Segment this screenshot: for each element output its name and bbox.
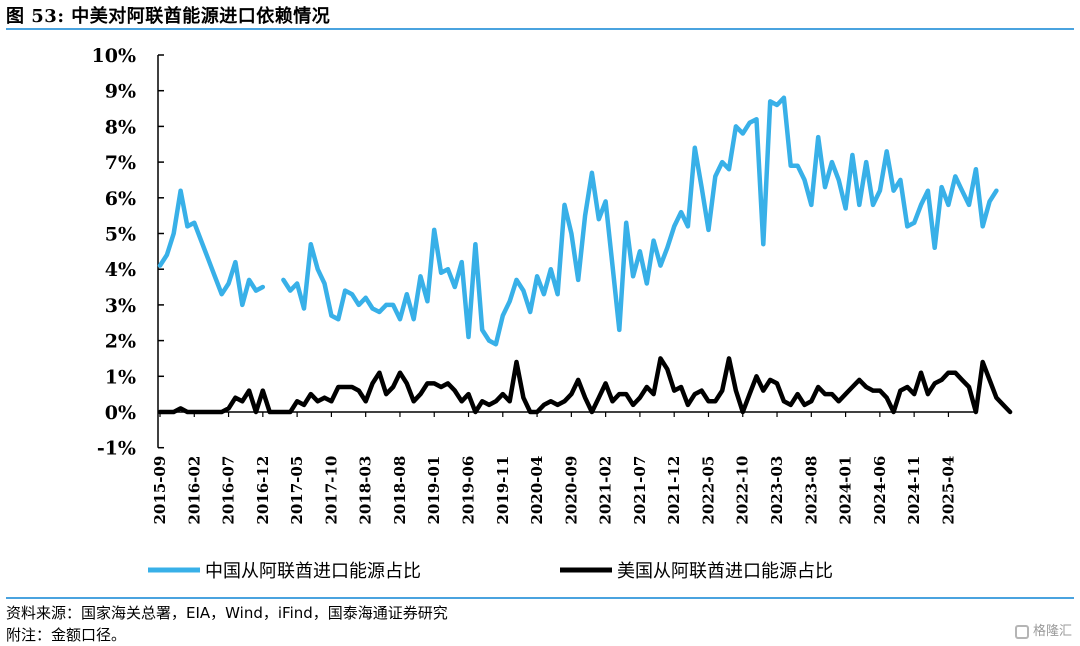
x-tick-label: 2024-01 [837,456,855,525]
x-tick-label: 2020-09 [562,456,580,525]
x-tick-label: 2015-09 [151,456,169,525]
x-tick-label: 2016-02 [185,456,203,525]
legend-label-china: 中国从阿联酋进口能源占比 [205,561,421,582]
y-tick-label: 9% [105,81,136,103]
series-line-us [157,356,1013,415]
x-tick-label: 2019-06 [460,456,478,525]
title-rule [6,28,1074,30]
chart: -1% 0% 1% 2% 3% 4% 5% 6% 7% 8% 9% 10% 2015-09 2016-02… [92,45,1013,582]
source-note: 资料来源：国家海关总署，EIA，Wind，iFind，国泰海通证券研究 [6,604,448,622]
x-tick-label: 2020-04 [528,456,546,525]
footer-rule [6,597,1074,599]
chart-lines [157,95,1013,415]
y-tick-label: 7% [105,152,136,174]
x-tick-label: 2017-10 [322,456,340,525]
footnote: 附注：金额口径。 [6,626,127,644]
y-tick-label: 10% [92,45,137,67]
x-tick-label: 2023-08 [802,456,820,525]
y-tick-label: 1% [105,366,136,388]
x-tick-label: 2024-06 [871,456,889,525]
chart-legend: 中国从阿联酋进口能源占比 美国从阿联酋进口能源占比 [148,561,833,582]
chart-axes: -1% 0% 1% 2% 3% 4% 5% 6% 7% 8% 9% 10% 2015-09 2016-02… [92,45,975,525]
x-tick-label: 2018-03 [357,456,375,525]
y-tick-label: 8% [105,116,136,138]
y-tick-label: 6% [105,188,136,210]
x-tick-label: 2016-07 [220,456,238,525]
x-tick-label: 2022-10 [734,456,752,525]
figure-title: 图 53: 中美对阿联酋能源进口依赖情况 [6,6,331,27]
x-tick-label: 2021-02 [597,456,615,525]
x-tick-label: 2018-08 [391,456,409,525]
y-tick-label: 4% [105,259,136,281]
y-tick-label: 2% [105,331,136,353]
y-tick-label: -1% [97,438,136,460]
x-tick-label: 2017-05 [288,456,306,525]
x-tick-label: 2019-11 [494,456,512,525]
watermark: 格隆汇 [1014,620,1072,639]
x-tick-label: 2016-12 [254,456,272,525]
x-tick-label: 2025-04 [939,456,957,525]
x-tick-label: 2022-05 [699,456,717,525]
x-tick-label: 2021-07 [631,456,649,525]
x-tick-label: 2023-03 [768,456,786,525]
watermark-text: 格隆汇 [1032,624,1072,639]
x-tick-label: 2021-12 [665,456,683,525]
y-tick-label: 0% [105,402,136,424]
x-tick-label: 2019-01 [425,456,443,525]
y-tick-label: 5% [105,224,136,246]
watermark-logo-icon [1014,624,1029,639]
legend-label-us: 美国从阿联酋进口能源占比 [617,561,833,582]
x-tick-label: 2024-11 [905,456,923,525]
series-line-china [157,95,999,347]
y-tick-label: 3% [105,295,136,317]
